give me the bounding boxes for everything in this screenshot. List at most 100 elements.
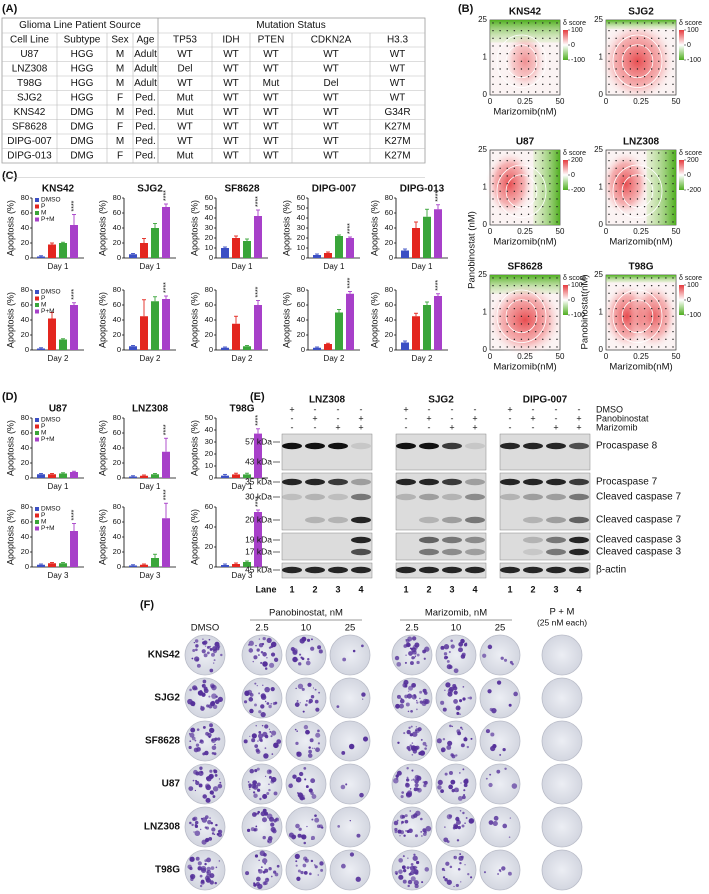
legend-swatch bbox=[35, 296, 39, 301]
y-tick-label: 40 bbox=[21, 443, 29, 452]
colony bbox=[394, 827, 398, 832]
bar bbox=[162, 451, 170, 478]
y-tick-label: 60 bbox=[385, 300, 393, 309]
colony bbox=[404, 661, 407, 664]
colony bbox=[254, 854, 259, 858]
colony bbox=[394, 830, 398, 834]
colony bbox=[212, 786, 219, 792]
colony bbox=[404, 694, 409, 699]
significance: **** bbox=[255, 496, 262, 507]
grid-dot bbox=[643, 213, 646, 216]
y-tick-label: 1 bbox=[599, 308, 604, 317]
grid-dot bbox=[549, 205, 551, 208]
grid-dot bbox=[506, 300, 508, 302]
grid-dot bbox=[534, 167, 537, 170]
grid-dot bbox=[672, 83, 674, 86]
colony bbox=[305, 699, 308, 702]
marker-label: 43 kDa bbox=[245, 456, 272, 466]
table-cell: WT bbox=[223, 93, 239, 104]
grid-dot bbox=[636, 300, 639, 302]
grid-dot bbox=[636, 292, 639, 295]
grid-dot bbox=[527, 330, 530, 333]
colony bbox=[213, 769, 215, 772]
colony bbox=[336, 705, 340, 709]
grid-dot bbox=[556, 190, 558, 193]
y-tick-label: 20 bbox=[21, 458, 29, 467]
grid-dot bbox=[499, 37, 501, 40]
y-tick-label: 0 bbox=[599, 220, 604, 229]
grid-dot bbox=[608, 37, 610, 40]
grid-dot bbox=[534, 198, 537, 200]
significance: **** bbox=[435, 280, 442, 291]
legend-label: DMSO bbox=[41, 506, 61, 513]
grid-dot bbox=[506, 75, 508, 78]
grid-dot bbox=[665, 83, 667, 86]
grid-dot bbox=[556, 323, 558, 325]
grid-dot bbox=[527, 315, 530, 318]
colony bbox=[457, 796, 463, 801]
grid-dot bbox=[636, 190, 639, 193]
colony bbox=[211, 738, 214, 742]
grid-dot bbox=[513, 323, 516, 325]
colony bbox=[311, 747, 314, 749]
grid-dot bbox=[608, 182, 610, 185]
band bbox=[419, 493, 439, 501]
colony bbox=[262, 881, 267, 886]
grid-dot bbox=[492, 152, 494, 154]
colony bbox=[450, 779, 456, 785]
colony bbox=[425, 825, 432, 832]
colony bbox=[406, 866, 410, 870]
grid-dot bbox=[658, 277, 660, 279]
grid-dot bbox=[513, 315, 516, 318]
grid-dot bbox=[665, 300, 667, 302]
colony bbox=[465, 642, 468, 645]
colorbar bbox=[563, 285, 568, 315]
marker-label: 45 kDa bbox=[245, 564, 272, 574]
grid-dot bbox=[643, 198, 646, 200]
colony bbox=[204, 862, 207, 866]
legend-label: P bbox=[41, 295, 45, 302]
grid-dot bbox=[615, 45, 617, 47]
grid-dot bbox=[658, 175, 660, 177]
grid-dot bbox=[534, 346, 537, 348]
colony bbox=[188, 786, 194, 791]
grid-dot bbox=[636, 315, 639, 318]
colony bbox=[411, 656, 415, 660]
colony bbox=[210, 866, 215, 870]
colony bbox=[192, 648, 196, 653]
grid-dot bbox=[542, 60, 544, 63]
colony bbox=[487, 689, 492, 694]
significance: **** bbox=[347, 223, 354, 234]
treatment-sign: + bbox=[449, 422, 454, 432]
colony bbox=[209, 727, 215, 734]
plot-title: T98G bbox=[628, 262, 653, 273]
blot bbox=[499, 433, 591, 471]
y-tick-label: 40 bbox=[113, 532, 121, 541]
colony bbox=[467, 697, 469, 699]
colony bbox=[292, 774, 297, 779]
band bbox=[500, 493, 520, 501]
colony bbox=[485, 729, 490, 734]
treatment-sign: - bbox=[578, 404, 581, 414]
grid-dot bbox=[665, 167, 667, 170]
grid-dot bbox=[492, 284, 494, 287]
grid-dot bbox=[549, 159, 551, 162]
y-tick-label: 1 bbox=[599, 183, 604, 192]
blot bbox=[281, 433, 373, 471]
grid-dot bbox=[520, 60, 523, 63]
column-header: H3.3 bbox=[387, 35, 409, 46]
grid-dot bbox=[665, 182, 667, 185]
grid-dot bbox=[520, 346, 523, 348]
bar bbox=[232, 238, 240, 258]
colony bbox=[459, 699, 463, 703]
colony bbox=[502, 823, 508, 829]
colony bbox=[297, 792, 303, 798]
treatment-sign: + bbox=[403, 404, 408, 414]
grid-dot bbox=[650, 60, 653, 63]
y-tick-label: 20 bbox=[385, 330, 393, 339]
colony bbox=[420, 817, 423, 821]
colony bbox=[406, 767, 409, 770]
table-cell: M bbox=[116, 107, 124, 118]
colony bbox=[509, 817, 512, 819]
colony bbox=[409, 733, 413, 737]
